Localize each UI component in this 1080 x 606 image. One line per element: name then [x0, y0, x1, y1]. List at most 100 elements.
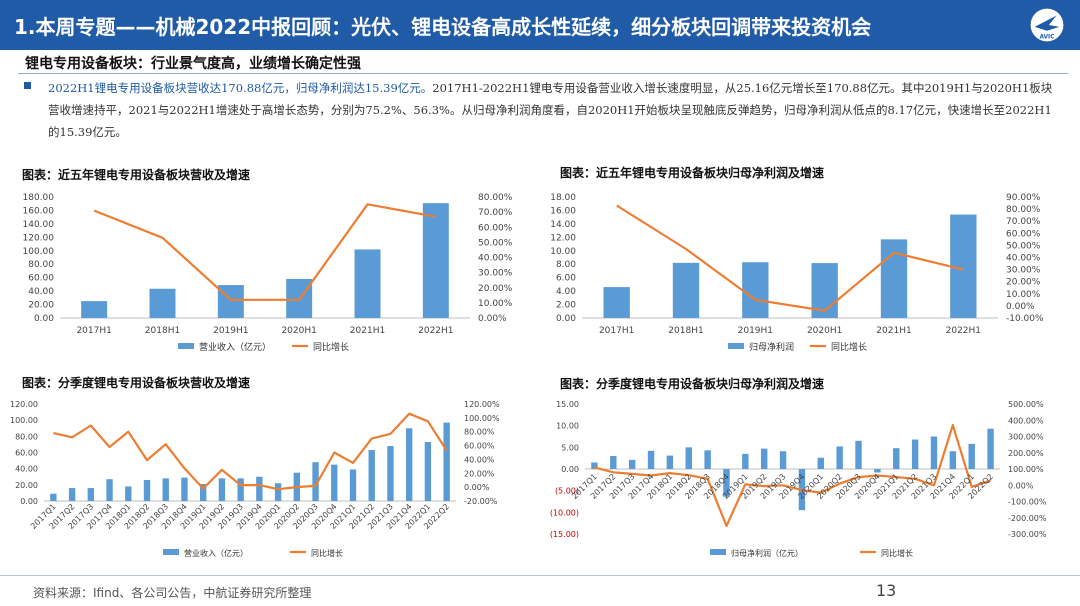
bar — [387, 446, 394, 501]
y-left-tick-label: (5.00) — [555, 487, 579, 496]
chart-quarterly-profit: (15.00) (10.00) (5.00) 0.00 5.00 10.00 15.00 -3… — [550, 400, 1047, 558]
y-right-tick-label: 40.00% — [1006, 254, 1041, 264]
bullet-square-icon — [24, 82, 31, 89]
bar — [949, 451, 957, 469]
x-tick-label: 2020H1 — [807, 326, 842, 336]
y-left-tick-label: 40.00 — [15, 465, 38, 474]
y-right-tick-label: 70.00% — [1006, 217, 1041, 227]
y-left-tick-label: 180.00 — [23, 193, 55, 203]
source-note: 资料来源：Ifind、各公司公告，中航证券研究所整理 — [33, 586, 312, 600]
x-tick-label: 2019H1 — [738, 326, 773, 336]
y-right-tick-label: 60.00% — [1006, 229, 1041, 239]
bar — [349, 469, 357, 501]
y-right-tick-label: 80.00% — [478, 193, 513, 203]
growth-line — [594, 423, 991, 527]
y-left-tick-label: 0.00 — [20, 497, 38, 506]
bar — [405, 428, 413, 501]
y-right-tick-label: 80.00% — [1006, 205, 1041, 215]
bar — [742, 453, 749, 469]
bar — [628, 459, 636, 469]
bar — [874, 469, 881, 473]
bar — [81, 301, 108, 318]
y-right-tick-label: 100.00% — [464, 414, 500, 423]
y-left-tick-label: 60.00 — [15, 449, 38, 458]
bar — [836, 446, 843, 469]
y-right-tick-label: 0.00% — [1008, 481, 1034, 490]
growth-line — [93, 203, 436, 301]
y-right-tick-label: -300.00% — [1008, 530, 1047, 539]
y-right-tick-label: 60.00% — [464, 442, 495, 451]
y-right-tick-label: 10.00% — [478, 299, 513, 309]
y-left-tick-label: (10.00) — [550, 508, 579, 517]
bar — [368, 450, 375, 501]
y-right-tick-label: 300.00% — [1008, 433, 1044, 442]
x-tick-label: 2021H1 — [876, 326, 911, 336]
y-left-tick-label: 100.00 — [10, 416, 38, 425]
y-left-tick-label: 8.00 — [556, 260, 576, 270]
bar — [199, 484, 207, 501]
bar — [987, 428, 994, 469]
y-right-tick-label: 0.00% — [1006, 302, 1035, 312]
bar — [672, 262, 700, 318]
bar — [603, 287, 630, 318]
legend-line-label: 同比增长 — [831, 341, 867, 353]
y-left-tick-label: 120.00 — [23, 233, 55, 243]
bar — [930, 436, 938, 469]
bar — [443, 422, 450, 501]
y-right-tick-label: 120.00% — [464, 400, 500, 409]
legend-bar-swatch — [710, 549, 726, 555]
subtitle-divider — [18, 73, 1068, 74]
y-left-tick-label: 2.00 — [556, 301, 576, 311]
y-left-tick-label: 16.00 — [550, 206, 576, 216]
bar — [68, 488, 76, 501]
bar — [760, 448, 768, 469]
y-left-tick-label: 40.00 — [28, 287, 54, 297]
y-right-tick-label: -100.00% — [1008, 498, 1047, 507]
y-left-tick-label: 0.00 — [34, 314, 54, 324]
x-tick-label: 2017H1 — [76, 326, 111, 336]
y-left-tick-label: 5.00 — [561, 443, 579, 452]
bar — [779, 451, 787, 469]
chart4-title: 图表：分季度锂电专用设备板块归母净利润及增速 — [560, 377, 825, 391]
growth-line — [616, 204, 964, 312]
bar — [181, 477, 188, 501]
header-bar: 1.本周专题——机械2022中报回顾：光伏、锂电设备高成长性延续，细分板块回调带… — [0, 0, 1080, 50]
y-right-tick-label: 200.00% — [1008, 449, 1044, 458]
y-left-tick-label: 0.00 — [556, 314, 576, 324]
legend-bar-swatch — [163, 549, 179, 555]
y-right-tick-label: 50.00% — [1006, 241, 1041, 251]
x-tick-label: 2022H1 — [946, 326, 981, 336]
chart-quarterly-revenue: 0.00 20.00 40.00 60.00 80.00 100.00 120.00 -20.… — [10, 400, 500, 558]
y-right-tick-label: 40.00% — [464, 455, 495, 464]
bar — [87, 488, 95, 501]
y-right-tick-label: 100.00% — [1008, 465, 1044, 474]
y-right-tick-label: 0.00% — [478, 314, 507, 324]
x-tick-label: 2021H1 — [350, 326, 385, 336]
bar — [880, 239, 908, 318]
x-tick-label: 2022H1 — [418, 326, 453, 336]
legend-line-label: 同比增长 — [313, 341, 349, 353]
bar — [893, 448, 900, 469]
y-left-tick-label: 0.00 — [561, 465, 579, 474]
bar — [256, 476, 263, 501]
y-left-tick-label: 120.00 — [10, 400, 38, 409]
y-right-tick-label: 20.00% — [464, 469, 495, 478]
bar — [274, 483, 282, 501]
y-right-tick-label: 80.00% — [464, 428, 495, 437]
chart3-title: 图表：分季度锂电专用设备板块营收及增速 — [22, 376, 251, 390]
bar — [422, 203, 449, 318]
legend-line-label: 同比增长 — [311, 548, 343, 558]
y-right-tick-label: 30.00% — [1006, 266, 1041, 276]
bar — [911, 439, 919, 469]
bar — [723, 469, 730, 497]
legend-bar-label: 营业收入（亿元） — [199, 341, 271, 353]
bar — [424, 441, 432, 501]
y-left-tick-label: 10.00 — [550, 247, 576, 257]
bar — [742, 262, 769, 318]
bar — [817, 457, 825, 469]
bar — [647, 450, 655, 469]
y-left-tick-label: 20.00 — [28, 301, 54, 311]
bar — [950, 214, 977, 318]
y-left-tick-label: 20.00 — [15, 481, 38, 490]
legend-bar-swatch — [178, 343, 194, 349]
